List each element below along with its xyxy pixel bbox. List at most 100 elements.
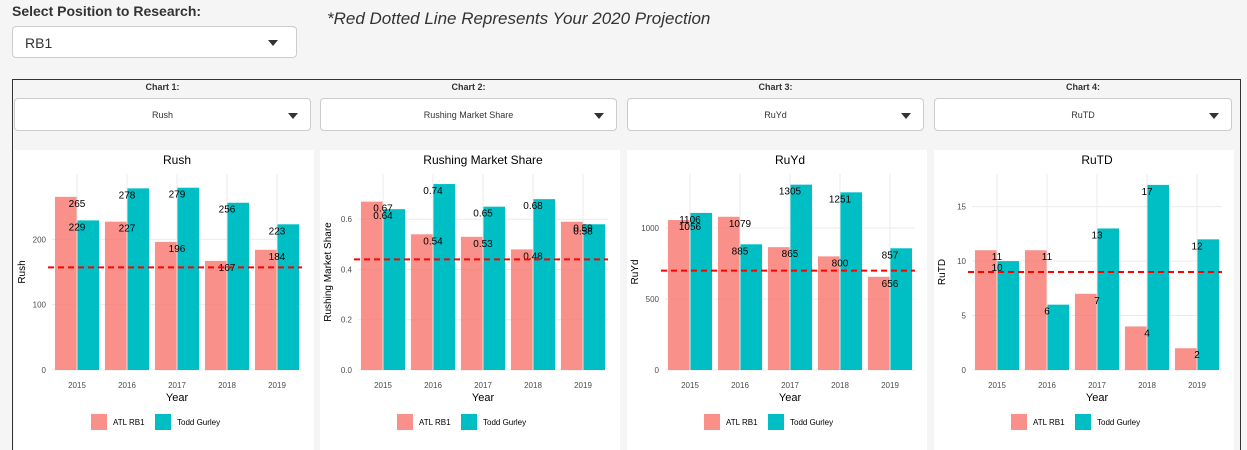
chart-title: Rushing Market Share xyxy=(423,153,543,167)
legend-label: Todd Gurley xyxy=(177,418,220,427)
data-label: 0.74 xyxy=(423,186,443,197)
chart-title: Rush xyxy=(163,153,191,167)
chevron-down-icon xyxy=(288,113,298,119)
chart-3-select[interactable]: RuYd xyxy=(627,98,924,131)
x-tick-label: 2016 xyxy=(424,381,442,390)
chart-2-select-value: Rushing Market Share xyxy=(423,110,514,120)
chart-4-label: Chart 4: xyxy=(1065,82,1100,92)
x-tick-label: 2017 xyxy=(474,381,492,390)
bar xyxy=(1047,304,1070,370)
bar xyxy=(1197,239,1220,370)
y-tick-label: 0 xyxy=(962,366,967,375)
data-label: 13 xyxy=(1091,230,1103,241)
x-tick-label: 2018 xyxy=(831,381,849,390)
legend-swatch xyxy=(91,414,107,430)
legend-swatch xyxy=(397,414,413,430)
x-tick-label: 2018 xyxy=(1138,381,1156,390)
chart-2-label: Chart 2: xyxy=(451,82,486,92)
x-tick-label: 2016 xyxy=(731,381,749,390)
data-label: 11 xyxy=(1042,252,1053,263)
chart-1-select[interactable]: Rush xyxy=(14,98,311,131)
chart-3-label: Chart 3: xyxy=(758,82,793,92)
data-label: 1106 xyxy=(679,215,701,226)
bar xyxy=(54,196,77,370)
y-axis-label: RuYd xyxy=(630,259,641,284)
bar xyxy=(460,236,483,370)
bar xyxy=(890,248,913,370)
chart-title: RuYd xyxy=(775,153,805,167)
y-tick-label: 15 xyxy=(957,203,966,212)
data-label: 167 xyxy=(219,263,236,274)
chart-1-label: Chart 1: xyxy=(145,82,180,92)
data-label: 0.68 xyxy=(523,201,543,212)
bar xyxy=(740,244,763,370)
data-label: 865 xyxy=(782,249,799,260)
y-tick-label: 100 xyxy=(33,301,47,310)
x-tick-label: 2019 xyxy=(574,381,592,390)
bar xyxy=(154,241,177,370)
bar xyxy=(277,224,300,370)
y-tick-label: 1000 xyxy=(641,224,659,233)
data-label: 0.58 xyxy=(573,226,593,237)
x-tick-label: 2017 xyxy=(1088,381,1106,390)
data-label: 196 xyxy=(169,244,186,255)
data-label: 0.67 xyxy=(373,204,393,215)
bar xyxy=(254,249,277,370)
data-label: 0.54 xyxy=(423,236,443,247)
data-label: 0.64 xyxy=(373,211,393,222)
bar xyxy=(1074,293,1097,370)
bar xyxy=(383,209,406,370)
data-label: 11 xyxy=(992,252,1003,263)
chart-2-select[interactable]: Rushing Market Share xyxy=(320,98,617,131)
chart-1: 0 100 200 265 227 196 167 184 229 278 279 256 223 201… xyxy=(14,150,314,450)
data-label: 4 xyxy=(1144,328,1150,339)
bar xyxy=(104,221,127,370)
bar xyxy=(1097,228,1120,370)
bar xyxy=(817,256,840,370)
data-label: 10 xyxy=(991,263,1003,274)
data-label: 229 xyxy=(69,222,86,233)
data-label: 800 xyxy=(832,258,849,269)
chart-title: RuTD xyxy=(1081,153,1113,167)
data-label: 1251 xyxy=(829,194,852,205)
data-label: 0.59 xyxy=(573,224,593,235)
bar xyxy=(667,220,690,370)
position-select[interactable]: RB1 xyxy=(12,26,297,58)
data-label: 184 xyxy=(269,252,286,263)
data-label: 1056 xyxy=(679,222,702,233)
chart-4-select[interactable]: RuTD xyxy=(934,98,1232,131)
x-tick-label: 2018 xyxy=(218,381,236,390)
x-tick-label: 2018 xyxy=(524,381,542,390)
x-tick-label: 2015 xyxy=(374,381,392,390)
bar xyxy=(177,187,200,370)
bar xyxy=(127,188,150,370)
charts-panel: Chart 1: Rush 0 100 200 265 227 196 167 184 229 2… xyxy=(12,79,1241,450)
bar xyxy=(1124,326,1147,370)
bar xyxy=(410,234,433,370)
y-tick-label: 0.2 xyxy=(341,316,353,325)
data-label: 1079 xyxy=(729,219,752,230)
data-label: 857 xyxy=(882,250,899,261)
data-label: 227 xyxy=(119,224,136,235)
x-tick-label: 2019 xyxy=(881,381,899,390)
y-tick-label: 500 xyxy=(646,295,660,304)
bar xyxy=(840,192,863,370)
chart-4: 0 5 10 15 11 11 7 4 2 10 6 13 17 12 2015 2016 2017 2018 20… xyxy=(934,150,1234,450)
x-tick-label: 2016 xyxy=(1038,381,1056,390)
y-tick-label: 0.6 xyxy=(341,215,353,224)
data-label: 656 xyxy=(882,279,899,290)
x-tick-label: 2015 xyxy=(68,381,86,390)
y-tick-label: 0 xyxy=(42,366,47,375)
data-label: 1305 xyxy=(779,187,802,198)
bar xyxy=(433,184,456,370)
bar xyxy=(790,184,813,370)
select-position-label: Select Position to Research: xyxy=(12,3,202,19)
bar xyxy=(360,201,383,370)
bar xyxy=(77,220,100,370)
data-label: 256 xyxy=(219,205,236,216)
y-tick-label: 10 xyxy=(957,257,966,266)
y-tick-label: 0.0 xyxy=(341,366,353,375)
legend-swatch xyxy=(704,414,720,430)
bar xyxy=(690,212,713,370)
data-label: 279 xyxy=(169,190,186,201)
